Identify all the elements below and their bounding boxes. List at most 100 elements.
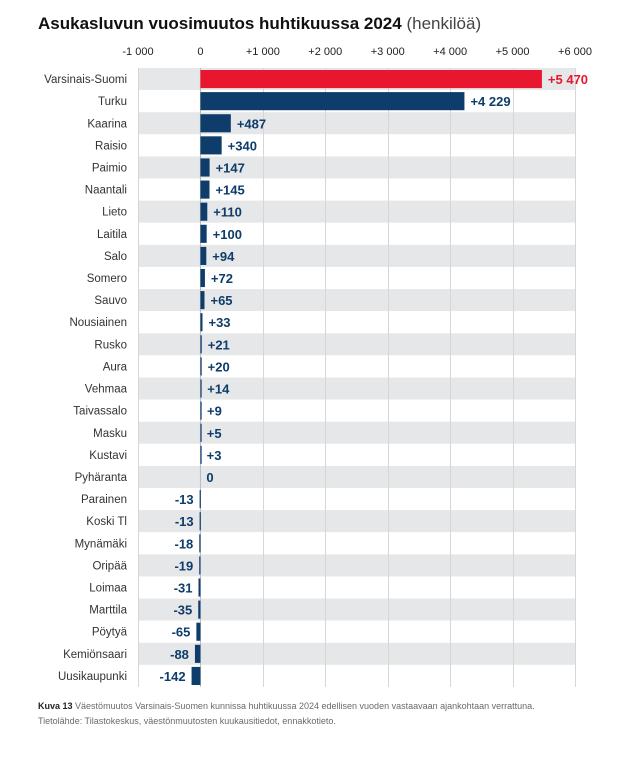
row-band (138, 178, 575, 201)
bar (200, 313, 203, 332)
category-label: Sauvo (94, 295, 127, 307)
row-band (138, 266, 575, 290)
row-band (138, 311, 575, 334)
row-band (138, 598, 575, 621)
row-band (138, 488, 575, 511)
chart-title-main: Asukasluvun vuosimuutos huhtikuussa 2024 (38, 14, 402, 33)
bar (200, 423, 202, 442)
row-band (138, 289, 575, 312)
bar (194, 644, 201, 663)
x-tick-label: +3 000 (371, 46, 405, 58)
value-label: +72 (211, 271, 233, 286)
value-label: -18 (175, 536, 194, 551)
value-label: +21 (208, 337, 230, 352)
bar (200, 379, 202, 398)
bar (199, 534, 201, 553)
value-label: -88 (170, 647, 189, 662)
category-label: Laitila (97, 229, 128, 241)
caption-line-1: Kuva 13 Väestömuutos Varsinais-Suomen ku… (38, 699, 535, 714)
row-band (138, 399, 575, 422)
bar (199, 556, 201, 575)
value-label: -65 (172, 625, 191, 640)
category-label: Oripää (92, 560, 127, 572)
category-label: Taivassalo (73, 406, 127, 418)
bar (200, 268, 205, 288)
row-band (138, 355, 575, 378)
row-band (138, 200, 575, 223)
category-label: Somero (87, 273, 127, 285)
row-band (138, 510, 575, 533)
category-label: Raisio (95, 140, 127, 152)
bar (200, 445, 202, 464)
category-label: Kemiönsaari (63, 649, 127, 661)
value-label: 0 (206, 470, 213, 485)
category-label: Lieto (102, 207, 127, 219)
x-tick-label: +6 000 (558, 46, 592, 58)
row-band (138, 664, 575, 687)
row-band (138, 554, 575, 577)
row-band (138, 377, 575, 400)
bar (200, 136, 222, 155)
category-label: Mynämäki (75, 538, 127, 550)
value-label: +14 (207, 382, 230, 397)
value-label: +100 (213, 227, 242, 242)
value-label: +145 (215, 183, 244, 198)
row-band (138, 465, 575, 489)
category-labels: Varsinais-Suomi Turku Kaarina Raisio Paimio N… (44, 74, 127, 683)
row-band (138, 112, 575, 135)
chart-title: Asukasluvun vuosimuutos huhtikuussa 2024… (38, 14, 481, 34)
value-label: -19 (174, 558, 193, 573)
value-label: -35 (173, 603, 192, 618)
bar (200, 357, 202, 376)
value-label: -31 (174, 581, 193, 596)
value-label: +65 (210, 293, 232, 308)
x-tick-label: +4 000 (433, 46, 467, 58)
bar (200, 70, 542, 89)
value-label: +33 (208, 315, 230, 330)
value-label: -142 (160, 669, 186, 684)
bar (191, 666, 201, 685)
bar (200, 224, 207, 243)
bar (200, 335, 202, 354)
value-label: +94 (212, 249, 235, 264)
x-axis-ticks: -1 000 0 +1 000 +2 000 +3 000 +4 000 +5 000 +6 … (122, 46, 592, 58)
category-label: Nousiainen (69, 317, 127, 329)
category-label: Rusko (94, 339, 127, 351)
value-label: +147 (216, 160, 245, 175)
value-labels: +5 470 +4 229 +487 +340 +147 +145 +110 +100 +94 +… (160, 72, 589, 684)
value-label: +110 (213, 205, 242, 220)
bar (200, 114, 231, 133)
x-tick-label: +1 000 (246, 46, 280, 58)
row-band (138, 134, 575, 157)
x-tick-label: -1 000 (122, 46, 153, 58)
row-band (138, 421, 575, 444)
bar (200, 401, 202, 420)
category-label: Aura (103, 361, 128, 373)
category-label: Kaarina (87, 118, 127, 130)
value-label: -13 (175, 492, 194, 507)
value-label: +4 229 (470, 94, 510, 109)
row-band (138, 532, 575, 555)
category-label: Turku (98, 96, 127, 108)
bar (200, 291, 205, 310)
bar (200, 202, 208, 221)
value-label: +5 470 (548, 72, 588, 87)
category-label: Vehmaa (85, 384, 128, 396)
x-tick-label: 0 (197, 46, 203, 58)
category-label: Kustavi (89, 450, 127, 462)
value-label: +9 (207, 404, 222, 419)
row-band (138, 333, 575, 356)
x-tick-label: +5 000 (496, 46, 530, 58)
category-label: Parainen (81, 494, 127, 506)
bar (200, 92, 465, 111)
category-label: Pöytyä (92, 627, 128, 639)
row-band (138, 642, 575, 665)
bar (199, 512, 201, 531)
caption-source: Tietolähde: Tilastokeskus, väestönmuutos… (38, 716, 336, 726)
bar (200, 246, 207, 265)
value-label: -13 (175, 514, 194, 529)
row-band (138, 620, 575, 643)
category-label: Koski Tl (86, 516, 127, 528)
caption-text: Väestömuutos Varsinais-Suomen kunnissa h… (75, 701, 535, 711)
row-band (138, 576, 575, 599)
